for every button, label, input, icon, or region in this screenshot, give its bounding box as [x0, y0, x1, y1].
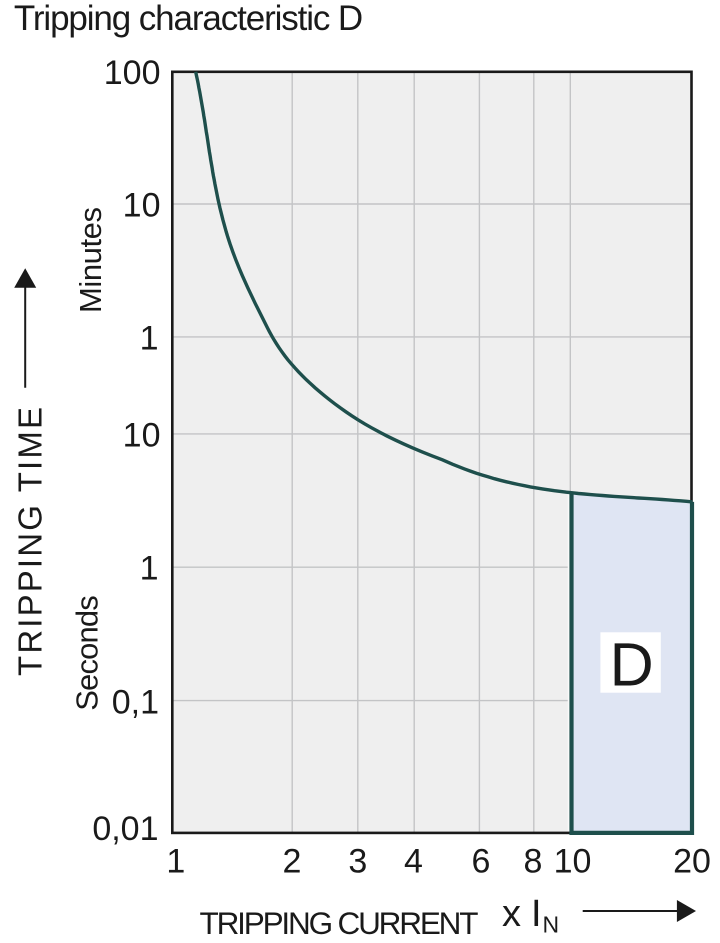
svg-text:4: 4: [404, 842, 423, 880]
svg-text:1: 1: [140, 320, 159, 358]
svg-text:0,1: 0,1: [112, 683, 159, 721]
svg-text:D: D: [610, 631, 654, 699]
svg-text:8: 8: [524, 842, 543, 880]
svg-text:10: 10: [554, 842, 592, 880]
svg-text:10: 10: [123, 416, 161, 454]
svg-text:100: 100: [104, 54, 161, 92]
svg-text:3: 3: [348, 842, 367, 880]
svg-text:x: x: [502, 893, 521, 935]
svg-text:I: I: [531, 893, 542, 935]
svg-text:1: 1: [140, 549, 159, 587]
svg-text:Minutes: Minutes: [73, 207, 108, 313]
svg-text:N: N: [543, 912, 560, 938]
svg-text:2: 2: [283, 842, 302, 880]
svg-text:0,01: 0,01: [92, 810, 158, 848]
svg-text:TRIPPING TIME: TRIPPING TIME: [11, 407, 48, 676]
svg-text:Tripping characteristic D: Tripping characteristic D: [14, 0, 363, 38]
svg-text:1: 1: [166, 842, 185, 880]
svg-text:Seconds: Seconds: [70, 595, 105, 711]
svg-text:6: 6: [472, 842, 491, 880]
svg-text:10: 10: [123, 186, 161, 224]
svg-text:20: 20: [673, 842, 711, 880]
svg-text:TRIPPING CURRENT: TRIPPING CURRENT: [200, 905, 479, 941]
